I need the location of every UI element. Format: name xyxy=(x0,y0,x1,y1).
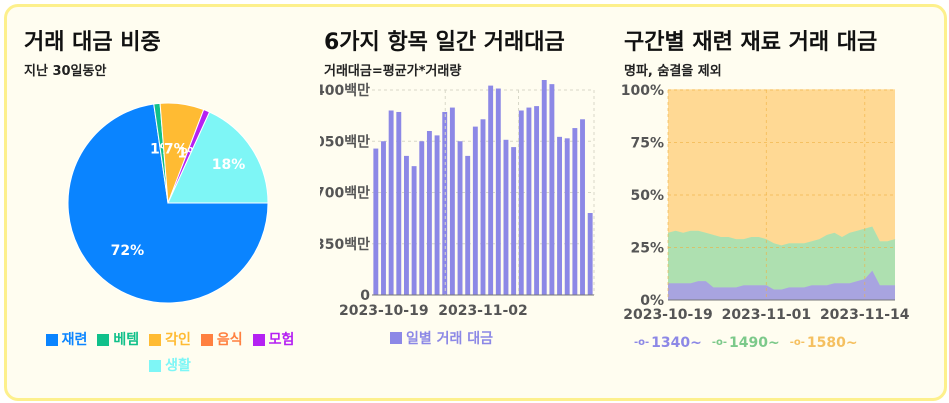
bar-y-tick: 0 xyxy=(360,288,370,304)
area-subtitle: 명파, 숨결을 제외 xyxy=(624,64,722,79)
bar xyxy=(587,213,593,295)
legend-label: 모험 xyxy=(268,332,295,348)
bar xyxy=(419,141,425,295)
legend-label: 음식 xyxy=(216,332,243,348)
legend-swatch xyxy=(45,334,58,346)
area-title: 구간별 재련 재료 거래 대금 xyxy=(624,30,878,55)
bar-title: 6가지 항목 일간 거래대금 xyxy=(324,30,565,55)
pie-legend-item[interactable]: 음식 xyxy=(200,328,243,352)
bar xyxy=(434,135,440,295)
bar-subtitle: 거래대금=평균가*거래량 xyxy=(324,64,462,79)
area-band-2 xyxy=(668,226,895,290)
pie-slice-6 xyxy=(167,111,269,204)
pie-label-1: 72% xyxy=(111,243,145,259)
bar-legend: 일별 거래 대금 xyxy=(390,328,503,348)
bar xyxy=(488,85,494,295)
legend-label: 1580~ xyxy=(806,334,858,351)
bar xyxy=(449,107,455,295)
bar xyxy=(511,147,517,295)
legend-line-marker-icon: -o- xyxy=(711,337,728,348)
bar-chart: 0 350백만 700백만 1050백만 1400백만 2023-10-19 2023-11… xyxy=(320,80,595,319)
legend-swatch xyxy=(252,334,265,346)
bar xyxy=(580,119,585,296)
pie-legend-item[interactable]: 베템 xyxy=(97,328,139,352)
area-y-tick: 50% xyxy=(630,188,664,204)
bar-y-tick: 350백만 xyxy=(320,237,370,253)
bar xyxy=(442,111,448,295)
pie-legend-item[interactable]: 각인 xyxy=(149,328,191,352)
bar xyxy=(381,141,386,295)
pie-slice-1 xyxy=(67,103,269,304)
legend-label: 일별 거래 대금 xyxy=(406,331,494,347)
pie-label-3: 7% xyxy=(164,142,188,158)
legend-label: 1490~ xyxy=(729,334,780,351)
pie-legend-item[interactable]: 생활 xyxy=(149,354,191,378)
area-x-tick: 2023-10-19 xyxy=(623,307,713,323)
bar xyxy=(549,84,555,296)
bar xyxy=(388,110,394,295)
legend-line-marker-icon: -o- xyxy=(789,337,805,348)
area-band-1 xyxy=(668,270,895,300)
bar xyxy=(411,166,417,295)
legend-label: 1340~ xyxy=(651,334,702,351)
bar xyxy=(541,80,547,295)
legend-swatch xyxy=(390,332,402,344)
bar xyxy=(572,128,578,295)
pie-label-6: 18% xyxy=(212,157,246,173)
bar xyxy=(534,106,540,295)
area-x-tick: 2023-11-14 xyxy=(820,307,910,323)
area-legend-item[interactable]: -o- 1340~ xyxy=(634,335,702,351)
bar xyxy=(503,139,509,295)
pie-chart: 72%1%7%1%18% xyxy=(67,102,269,304)
bar xyxy=(495,88,501,296)
area-y-tick: 25% xyxy=(630,241,664,257)
bar-x-tick: 2023-11-02 xyxy=(438,303,528,319)
legend-label: 생활 xyxy=(165,358,191,374)
pie-title: 거래 대금 비중 xyxy=(24,30,161,55)
bar xyxy=(480,119,486,296)
bar xyxy=(564,138,570,295)
area-legend-item[interactable]: -o- 1490~ xyxy=(712,335,780,351)
legend-swatch xyxy=(149,334,162,346)
legend-label: 각인 xyxy=(165,332,191,348)
bar-y-tick: 700백만 xyxy=(320,186,370,202)
area-legend-item[interactable]: -o- 1580~ xyxy=(790,335,858,351)
bar-legend-item[interactable]: 일별 거래 대금 xyxy=(390,328,493,348)
area-y-tick: 0% xyxy=(640,293,664,309)
area-legend: -o- 1340~ -o- 1490~ -o- 1580~ xyxy=(634,333,868,351)
bar xyxy=(472,126,478,295)
pie-subtitle: 지난 30일동안 xyxy=(24,64,107,79)
area-chart: 0% 25% 50% 75% 100% 2023-10-19 2023-11-01 2023-… xyxy=(621,83,910,323)
bar xyxy=(557,136,563,295)
area-x-tick: 2023-11-01 xyxy=(722,307,812,323)
area-band-3 xyxy=(668,90,895,246)
bar xyxy=(396,111,402,295)
area-y-tick: 100% xyxy=(621,83,664,99)
bar xyxy=(373,148,379,295)
bar-y-tick: 1400백만 xyxy=(320,83,370,99)
pie-legend-item[interactable]: 모험 xyxy=(252,328,295,352)
legend-swatch xyxy=(97,334,110,346)
legend-label: 재련 xyxy=(61,332,88,348)
bar xyxy=(465,155,471,295)
bar-y-tick: 1050백만 xyxy=(320,134,370,150)
bar xyxy=(518,110,524,295)
bar xyxy=(526,107,532,295)
bar-x-tick: 2023-10-19 xyxy=(339,303,429,319)
legend-line-marker-icon: -o- xyxy=(634,337,650,348)
bar xyxy=(403,155,409,295)
legend-swatch xyxy=(200,334,213,346)
bar xyxy=(426,131,432,295)
pie-legend-item[interactable]: 재련 xyxy=(45,328,88,352)
legend-label: 베템 xyxy=(113,332,140,348)
bar xyxy=(457,141,463,295)
legend-swatch xyxy=(149,360,162,372)
area-y-tick: 75% xyxy=(630,136,664,152)
